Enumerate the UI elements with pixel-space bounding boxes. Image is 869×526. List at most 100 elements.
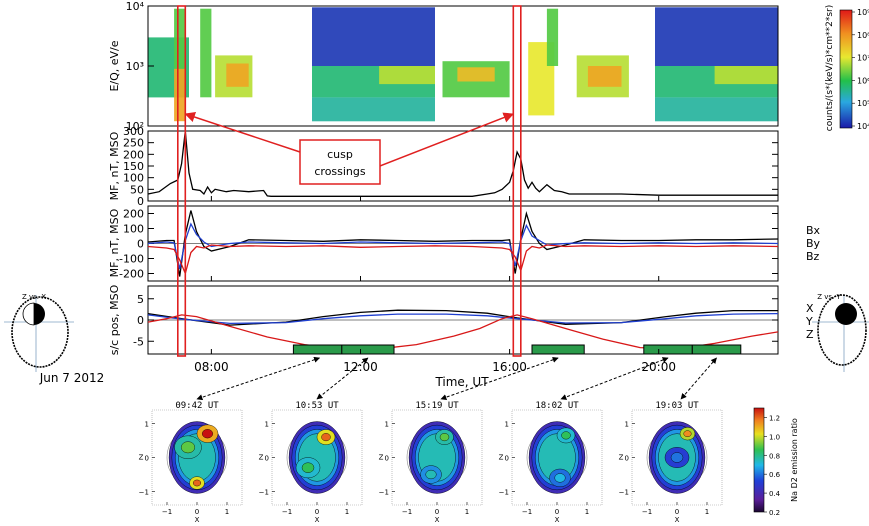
colorbar-bar: [839, 9, 853, 129]
na-x-tick-label: 0: [435, 508, 439, 516]
na-y-tick-label: −1: [259, 489, 269, 497]
spectrogram-cell: [174, 8, 186, 69]
cusp-arrow-right: [379, 112, 515, 167]
na-y-tick-label: 1: [385, 421, 389, 429]
na-x-tick-label: 1: [345, 508, 349, 516]
colorbar-ticks: 10⁹ 10⁸ 10⁷ 10⁶ 10⁵ 10⁴: [852, 8, 869, 131]
na-panel-time-label: 09:42 UT: [175, 401, 219, 411]
date-label: Jun 7 2012: [39, 371, 105, 385]
na-y-tick-label: 0: [145, 455, 149, 463]
y-tick-label: 5: [137, 293, 144, 306]
na-x-tick-label: 1: [465, 508, 469, 516]
spectrogram-cell: [312, 97, 435, 122]
colorbar-tick-label: 10⁵: [857, 99, 869, 108]
series-line-magnitude: [147, 130, 778, 197]
cusp-crossing-boxes: [177, 5, 522, 357]
na-y-tick-label: −1: [499, 489, 509, 497]
na-colorbar-tick-label: 0.4: [769, 490, 781, 498]
na-colorbar-tick-label: 0.6: [769, 471, 781, 479]
y-tick-label: -200: [119, 268, 144, 281]
y-tick-label: 300: [123, 125, 144, 138]
emission-peak: [321, 433, 331, 442]
spectrogram-cell: [714, 66, 778, 85]
na-colorbar-tick-label: 0.2: [769, 509, 780, 517]
x-tick-label: 12:00: [343, 360, 378, 374]
na-colorbar-label: Na D2 emission ratio: [790, 418, 799, 502]
colorbar-tick-label: 10⁷: [857, 54, 869, 63]
na-x-tick-label: 1: [705, 508, 709, 516]
emission-peak: [683, 430, 692, 438]
spectrogram-cell: [655, 7, 778, 67]
na-x-tick-label: −1: [162, 508, 172, 516]
na-x-tick-label: 0: [555, 508, 559, 516]
na-y-label: Z: [379, 454, 384, 462]
x-tick-label: 20:00: [641, 360, 676, 374]
observation-bar: [643, 344, 693, 355]
emission-peak: [425, 469, 437, 480]
na-panel: 15:19 UT −1 0 1 X 1 0 −1 Z: [379, 401, 483, 524]
na-y-tick-label: 1: [625, 421, 629, 429]
na-panel-time-label: 18:02 UT: [535, 401, 579, 411]
na-y-label: Z: [619, 454, 624, 462]
y-tick-label: 100: [123, 223, 144, 236]
legend-bz: Bz: [806, 250, 820, 263]
na-panel: 18:02 UT −1 0 1 X 1 0 −1 Z: [499, 401, 603, 524]
na-y-tick-label: 1: [145, 421, 149, 429]
mf-magnitude-series: [147, 130, 778, 197]
orbit-sketch-left: Z vs. X Jun 7 2012: [4, 293, 104, 385]
emission-peak: [439, 433, 450, 442]
spectrogram-cell: [200, 8, 212, 98]
na-x-label: X: [435, 516, 440, 524]
na-x-tick-label: −1: [402, 508, 412, 516]
cusp-annotation-arrows: [184, 111, 515, 167]
legend-bx: Bx: [806, 224, 821, 237]
observation-bar: [691, 344, 742, 355]
na-y-tick-label: 0: [625, 455, 629, 463]
y-tick-label: 100: [123, 172, 144, 185]
observation-bar: [531, 344, 585, 355]
y-tick-label: -5: [133, 335, 144, 348]
y-tick-label: 200: [123, 148, 144, 161]
y-tick-label: 150: [123, 160, 144, 173]
na-colorbar-ticks: 1.2 1.0 0.8 0.6 0.4 0.2: [764, 414, 781, 517]
na-x-label: X: [555, 516, 560, 524]
spectrogram-y-label: E/Q, eV/e: [108, 40, 121, 91]
planet-left-lit: [22, 302, 35, 326]
na-panel: 19:03 UT −1 0 1 X 1 0 −1 Z: [619, 401, 723, 524]
cusp-crossing-box: [177, 5, 187, 357]
y-tick-label: 50: [130, 183, 144, 196]
na-colorbar-bar: [753, 407, 765, 513]
series-line-by: [147, 222, 779, 270]
na-x-tick-label: −1: [642, 508, 652, 516]
cusp-annotation-line1: cusp: [327, 148, 353, 161]
emission-peak: [554, 473, 566, 483]
y-tick-label: 200: [123, 208, 144, 221]
spectrogram-cell: [312, 7, 435, 67]
na-y-tick-label: −1: [379, 489, 389, 497]
na-y-tick-label: −1: [139, 489, 149, 497]
position-legend: XYZ: [805, 302, 814, 341]
observation-bar: [292, 344, 343, 355]
na-x-label: X: [675, 516, 680, 524]
na-y-tick-label: −1: [619, 489, 629, 497]
emission-peak: [192, 479, 201, 487]
legend-y: Y: [805, 315, 813, 328]
observation-bars: [292, 344, 742, 355]
colorbar-tick-label: 10⁴: [857, 122, 869, 131]
series-line-bz: [147, 244, 779, 276]
position-y-ticks: 5 0 -5: [133, 293, 778, 348]
x-tick-label: 08:00: [194, 360, 229, 374]
spectrogram-cell: [226, 63, 249, 87]
na-y-label: Z: [139, 454, 144, 462]
spectrogram-y-tick-label: 10²: [126, 120, 144, 133]
spectrogram-cell: [655, 97, 778, 122]
position-y-label: s/c pos, MSO: [108, 284, 121, 355]
observation-link-arrow: [560, 357, 669, 400]
spectrogram-y-tick-label: 10⁴: [126, 0, 145, 13]
na-y-tick-label: 0: [385, 455, 389, 463]
